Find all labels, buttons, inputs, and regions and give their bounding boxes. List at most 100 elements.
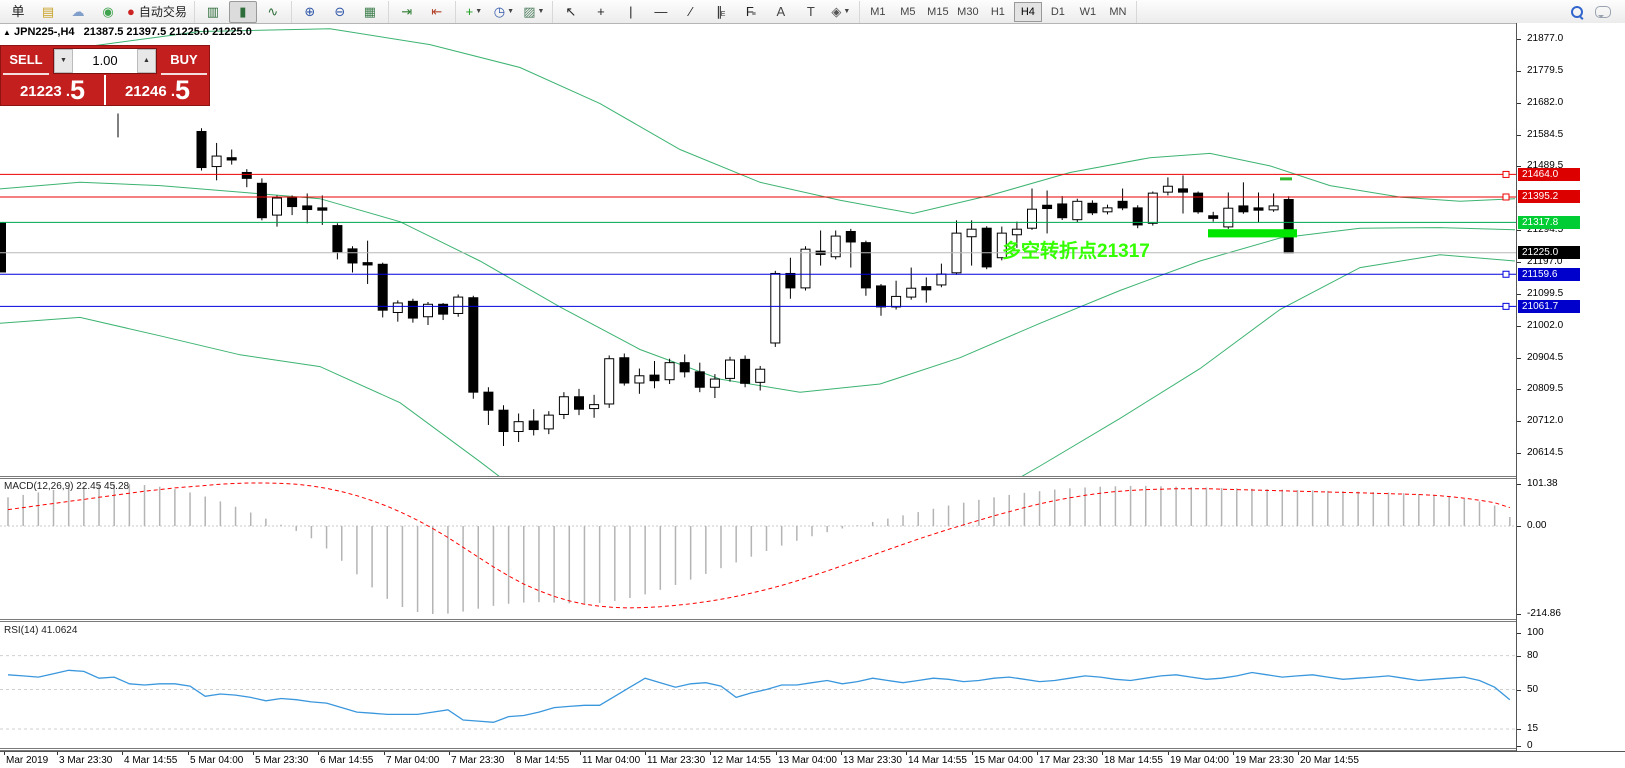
pane-separator[interactable]	[0, 748, 1625, 751]
auto-scroll-button[interactable]: ⇤	[423, 1, 451, 23]
templates-button-dropdown-caret[interactable]: ▼	[537, 8, 545, 15]
cloud-icon-glyph: ☁	[71, 4, 85, 19]
line-handle[interactable]	[1502, 270, 1510, 278]
buy-button[interactable]: BUY	[161, 46, 207, 75]
line-handle[interactable]	[1502, 302, 1510, 310]
main-price-chart[interactable]	[0, 23, 1516, 476]
time-axis-tick	[4, 752, 5, 755]
candle-body	[528, 420, 539, 431]
buy-price-main: 21246 .	[124, 83, 175, 100]
time-axis-tick	[580, 752, 581, 755]
search-icon[interactable]	[1571, 5, 1584, 20]
timeframe-h4[interactable]: H4	[1013, 1, 1042, 22]
rsi-indicator-pane[interactable]	[0, 623, 1516, 748]
timeframe-m5[interactable]: M5	[900, 5, 916, 18]
time-axis-tick	[1233, 752, 1234, 755]
price-axis-label: 20809.5	[1527, 383, 1564, 395]
candle-body	[1027, 208, 1037, 229]
macd-indicator-pane[interactable]	[0, 479, 1516, 619]
candle-body	[1102, 207, 1113, 213]
new-order-button[interactable]: 单	[4, 1, 32, 23]
price-axis-label: 21002.0	[1527, 319, 1564, 331]
buy-price[interactable]: 21246 . 5	[106, 75, 209, 105]
autotrading-button[interactable]: ● 自动交易	[124, 1, 190, 23]
timeframe-m1[interactable]: M1	[870, 5, 886, 18]
chart-title: JPN225-,H4 21387.5 21397.5 21225.0 21225…	[14, 26, 252, 38]
timeframe-w1[interactable]: W1	[1079, 5, 1097, 18]
time-axis-tick	[645, 752, 646, 755]
timeframe-d1[interactable]: D1	[1050, 5, 1065, 18]
vertical-line-button[interactable]: |	[617, 1, 645, 23]
chart-text-annotation[interactable]: 多空转折点21317	[1002, 241, 1150, 262]
bar-chart-button[interactable]: ▥	[199, 1, 227, 23]
candle-body	[589, 404, 600, 410]
candle-body	[438, 303, 449, 315]
arrows-button[interactable]: ◈ ▼	[827, 1, 855, 23]
cursor-button[interactable]: ↖	[557, 1, 585, 23]
crosshair-button[interactable]: +	[587, 1, 615, 23]
sell-button[interactable]: SELL	[3, 46, 49, 75]
candle-body	[347, 248, 358, 264]
volume-increase-button[interactable]: ▲	[137, 48, 156, 73]
signal-icon[interactable]: ◉	[94, 1, 122, 23]
time-axis[interactable]: Mar 2019 3 Mar 23:30 4 Mar 14:55 5 Mar 04:0…	[0, 751, 1625, 768]
one-click-panel-collapse-icon[interactable]: ▲	[3, 28, 11, 37]
candle-body	[362, 262, 373, 266]
fibonacci-button-sub: ≡	[751, 11, 756, 18]
text-label-button[interactable]: T	[797, 1, 825, 23]
sell-price[interactable]: 21223 . 5	[1, 75, 104, 105]
periods-button-dropdown-caret[interactable]: ▼	[507, 8, 515, 15]
horizontal-line-button[interactable]: —	[647, 1, 675, 23]
templates-button[interactable]: ▨ ▼	[520, 1, 548, 23]
cloud-icon[interactable]: ☁	[64, 1, 92, 23]
green-highlight-bar[interactable]	[1208, 229, 1297, 238]
tile-windows-button[interactable]: ▦	[356, 1, 384, 23]
toolbar: 单 ▤ ☁ ◉ ● 自动交易 ▥ ▮ ∿ ⊕ ⊖ ▦ ⇥ ⇤ + ▼ ◷ ▼ ▨ ▼ ↖ + | — ∕ ∥ E F ≡ A T ◈ ▼ M1 M5…	[0, 0, 1625, 24]
timeframe-m15[interactable]: M15	[927, 5, 949, 18]
chart-shift-button[interactable]: ⇥	[393, 1, 421, 23]
chat-icon[interactable]	[1595, 5, 1611, 18]
text-button[interactable]: A	[767, 1, 795, 23]
line-handle[interactable]	[1502, 170, 1510, 178]
arrows-button-dropdown-caret[interactable]: ▼	[843, 8, 851, 15]
indicators-button-dropdown-caret[interactable]: ▼	[475, 8, 483, 15]
volume-decrease-button[interactable]: ▼	[54, 48, 73, 73]
sell-price-main: 21223 .	[19, 83, 70, 100]
price-axis-tick	[1517, 452, 1521, 454]
green-dash-marker[interactable]	[1280, 177, 1292, 181]
pane-separator[interactable]	[0, 476, 1625, 479]
history-icon-glyph: ▤	[41, 4, 55, 19]
timeframe-mn[interactable]: MN	[1109, 5, 1127, 18]
line-chart-button[interactable]: ∿	[259, 1, 287, 23]
candle-body	[513, 421, 524, 433]
candle-body	[845, 230, 856, 243]
candle-body	[725, 359, 735, 379]
zoom-out-button[interactable]: ⊖	[326, 1, 354, 23]
candlestick-chart-button[interactable]: ▮	[228, 0, 257, 23]
candle-body	[196, 130, 207, 169]
time-axis-tick	[1298, 752, 1299, 755]
search-icon-lens	[1571, 5, 1583, 18]
timeframe-m30[interactable]: M30	[957, 5, 979, 18]
time-axis-tick	[253, 752, 254, 755]
text-label-button-glyph: T	[806, 4, 815, 19]
line-handle[interactable]	[1502, 193, 1510, 201]
candle-body	[770, 272, 781, 344]
indicators-button[interactable]: + ▼	[460, 1, 488, 23]
rsi-axis-tick	[1517, 746, 1521, 747]
history-icon[interactable]: ▤	[34, 1, 62, 23]
periods-button[interactable]: ◷ ▼	[490, 1, 518, 23]
timeframe-h1[interactable]: H1	[990, 5, 1005, 18]
price-axis-label: 21682.0	[1527, 96, 1564, 108]
fibonacci-button[interactable]: F ≡	[737, 1, 765, 23]
volume-input[interactable]	[73, 48, 137, 73]
trendline-button[interactable]: ∕	[677, 1, 705, 23]
price-axis[interactable]: 21877.0 21779.5 21682.0 21584.5 21489.5 21294…	[1516, 23, 1625, 768]
toolbar-group-timeframes: M1 M5 M15 M30 H1 H4 D1 W1 MN	[860, 0, 1137, 23]
pane-separator[interactable]	[0, 619, 1625, 622]
periods-button-glyph: ◷	[493, 4, 506, 19]
equidistant-channel-button[interactable]: ∥ E	[707, 1, 735, 23]
candle-body	[921, 286, 932, 291]
candle-body	[1208, 215, 1219, 219]
zoom-in-button[interactable]: ⊕	[296, 1, 324, 23]
